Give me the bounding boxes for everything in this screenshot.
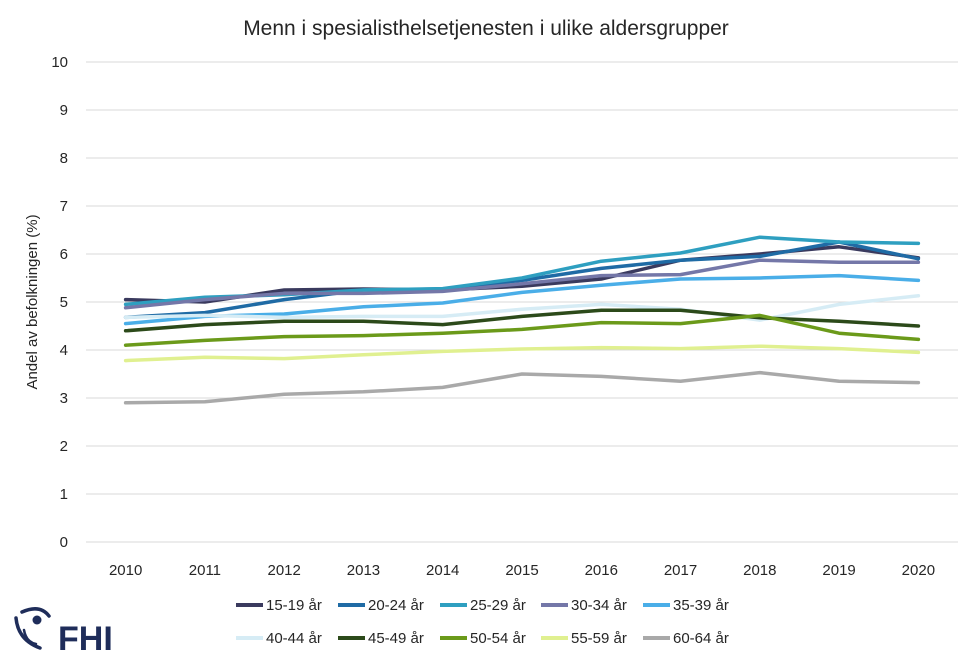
legend-label: 35-39 år	[673, 597, 729, 614]
legend-label: 30-34 år	[571, 597, 627, 614]
x-tick-label: 2020	[902, 562, 935, 579]
legend-item: 20-24 år	[338, 597, 424, 614]
legend-item: 60-64 år	[643, 630, 729, 647]
y-tick-label: 8	[60, 150, 68, 167]
legend: 15-19 år 20-24 år 25-29 år 30-34 år 35-39 år…	[236, 597, 729, 647]
series-line-9	[123, 344, 921, 363]
legend-item: 55-59 år	[541, 630, 627, 647]
y-axis-ticks: 0 1 2 3 4 5 6 7 8 9 10	[51, 54, 68, 551]
series-line-4	[123, 258, 921, 310]
y-tick-label: 6	[60, 246, 68, 263]
x-tick-label: 2015	[505, 562, 538, 579]
fhi-logo-icon	[14, 607, 51, 650]
series-line-3	[123, 235, 921, 307]
legend-label: 20-24 år	[368, 597, 424, 614]
x-tick-label: 2019	[822, 562, 855, 579]
legend-label: 25-29 år	[470, 597, 526, 614]
legend-label: 60-64 år	[673, 630, 729, 647]
y-tick-label: 0	[60, 534, 68, 551]
x-axis-ticks: 2010 2011 2012 2013 2014 2015 2016 2017 2018 2019…	[109, 562, 935, 579]
fhi-logo-text: FHI	[58, 620, 113, 658]
y-tick-label: 10	[51, 54, 68, 71]
legend-item: 15-19 år	[236, 597, 322, 614]
y-tick-label: 9	[60, 102, 68, 119]
x-tick-label: 2013	[347, 562, 380, 579]
series-line-7	[123, 308, 921, 333]
y-tick-label: 3	[60, 390, 68, 407]
legend-item: 25-29 år	[440, 597, 526, 614]
legend-item: 35-39 år	[643, 597, 729, 614]
fhi-logo: FHI	[14, 607, 113, 658]
legend-item: 45-49 år	[338, 630, 424, 647]
y-tick-label: 7	[60, 198, 68, 215]
x-tick-label: 2010	[109, 562, 142, 579]
series-line-2	[123, 240, 921, 320]
y-tick-label: 1	[60, 486, 68, 503]
y-tick-label: 4	[60, 342, 68, 359]
legend-label: 15-19 år	[266, 597, 322, 614]
x-tick-label: 2017	[664, 562, 697, 579]
legend-item: 30-34 år	[541, 597, 627, 614]
legend-item: 50-54 år	[440, 630, 526, 647]
x-tick-label: 2014	[426, 562, 459, 579]
y-tick-label: 5	[60, 294, 68, 311]
chart-title: Menn i spesialisthelsetjenesten i ulike …	[243, 17, 729, 40]
legend-label: 55-59 år	[571, 630, 627, 647]
x-tick-label: 2016	[585, 562, 618, 579]
gridlines	[86, 61, 958, 543]
series-line-6	[123, 294, 921, 322]
x-tick-label: 2011	[189, 562, 221, 579]
series-line-5	[123, 273, 921, 326]
x-tick-label: 2012	[267, 562, 300, 579]
y-axis-label: Andel av befolkningen (%)	[24, 214, 41, 389]
legend-label: 40-44 år	[266, 630, 322, 647]
legend-item: 40-44 år	[236, 630, 322, 647]
series-line-8	[123, 313, 921, 347]
x-tick-label: 2018	[743, 562, 776, 579]
y-tick-label: 2	[60, 438, 68, 455]
legend-label: 50-54 år	[470, 630, 526, 647]
series-lines	[123, 235, 921, 405]
legend-label: 45-49 år	[368, 630, 424, 647]
series-line-10	[123, 370, 921, 405]
